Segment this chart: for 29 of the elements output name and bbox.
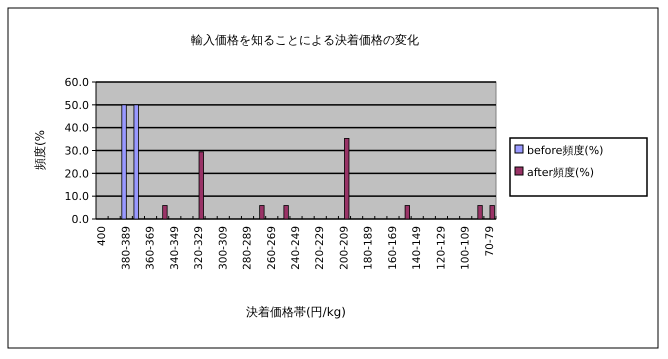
x-tick-label: 380-389 <box>120 226 132 270</box>
x-tick-label: 100-109 <box>460 226 472 270</box>
x-tick-label: 70-79 <box>484 226 496 257</box>
x-tick-label: 360-369 <box>144 226 157 270</box>
y-tick-label: 50.0 <box>64 98 89 112</box>
x-tick-label: 140-149 <box>411 226 424 270</box>
legend-label: after頻度(%) <box>527 166 594 179</box>
y-tick-label: 40.0 <box>64 122 89 135</box>
x-tick-label: 300-309 <box>217 226 230 270</box>
x-tick-label: 280-289 <box>242 226 254 270</box>
y-tick-label: 30.0 <box>64 144 89 158</box>
x-tick-label: 320-329 <box>193 226 206 270</box>
x-tick-label: 220-229 <box>314 226 326 270</box>
y-tick-label: 20.0 <box>64 167 89 180</box>
y-axis-title: 頻度(% <box>33 130 47 170</box>
x-tick-label: 400 <box>96 226 108 246</box>
x-axis-title: 決着価格帯(円/kg) <box>246 305 346 319</box>
x-tick-label: 160-169 <box>386 226 399 270</box>
x-tick-label: 240-249 <box>290 226 302 270</box>
x-tick-label: 260-269 <box>266 226 278 270</box>
x-tick-label: 180-189 <box>362 226 375 270</box>
y-tick-label: 60.0 <box>64 76 89 89</box>
chart-title: 輸入価格を知ることによる決着価格の変化 <box>191 33 419 47</box>
y-tick-label: 0.0 <box>72 213 89 226</box>
x-tick-label: 200-209 <box>338 226 350 270</box>
x-tick-label: 340-349 <box>168 226 181 270</box>
y-tick-label: 10.0 <box>64 190 89 204</box>
legend-label: before頻度(%) <box>527 144 604 157</box>
x-tick-label: 120-129 <box>435 226 448 270</box>
